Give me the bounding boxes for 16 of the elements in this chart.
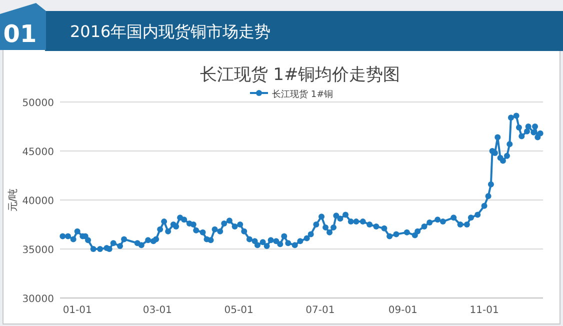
x-tick-label: 05-01 <box>224 305 254 316</box>
chart-subtitle: 长江现货 1#铜均价走势图 <box>200 65 400 85</box>
chart-title: 2016年国内现货铜市场走势 <box>70 22 271 41</box>
y-tick-label: 30000 <box>22 294 54 305</box>
y-axis-title: 元/吨 <box>7 188 19 212</box>
y-tick-label: 35000 <box>22 245 54 256</box>
y-tick-label: 50000 <box>22 98 54 109</box>
x-tick-label: 09-01 <box>388 305 418 316</box>
x-tick-label: 03-01 <box>142 305 172 316</box>
x-tick-label: 11-01 <box>470 305 499 316</box>
x-tick-label: 01-01 <box>62 305 92 316</box>
x-tick-label: 07-01 <box>306 305 335 316</box>
y-tick-label: 40000 <box>22 196 54 207</box>
legend-label: 长江现货 1#铜 <box>272 89 334 100</box>
text: 01 <box>3 20 37 48</box>
y-tick-label: 45000 <box>22 147 54 158</box>
